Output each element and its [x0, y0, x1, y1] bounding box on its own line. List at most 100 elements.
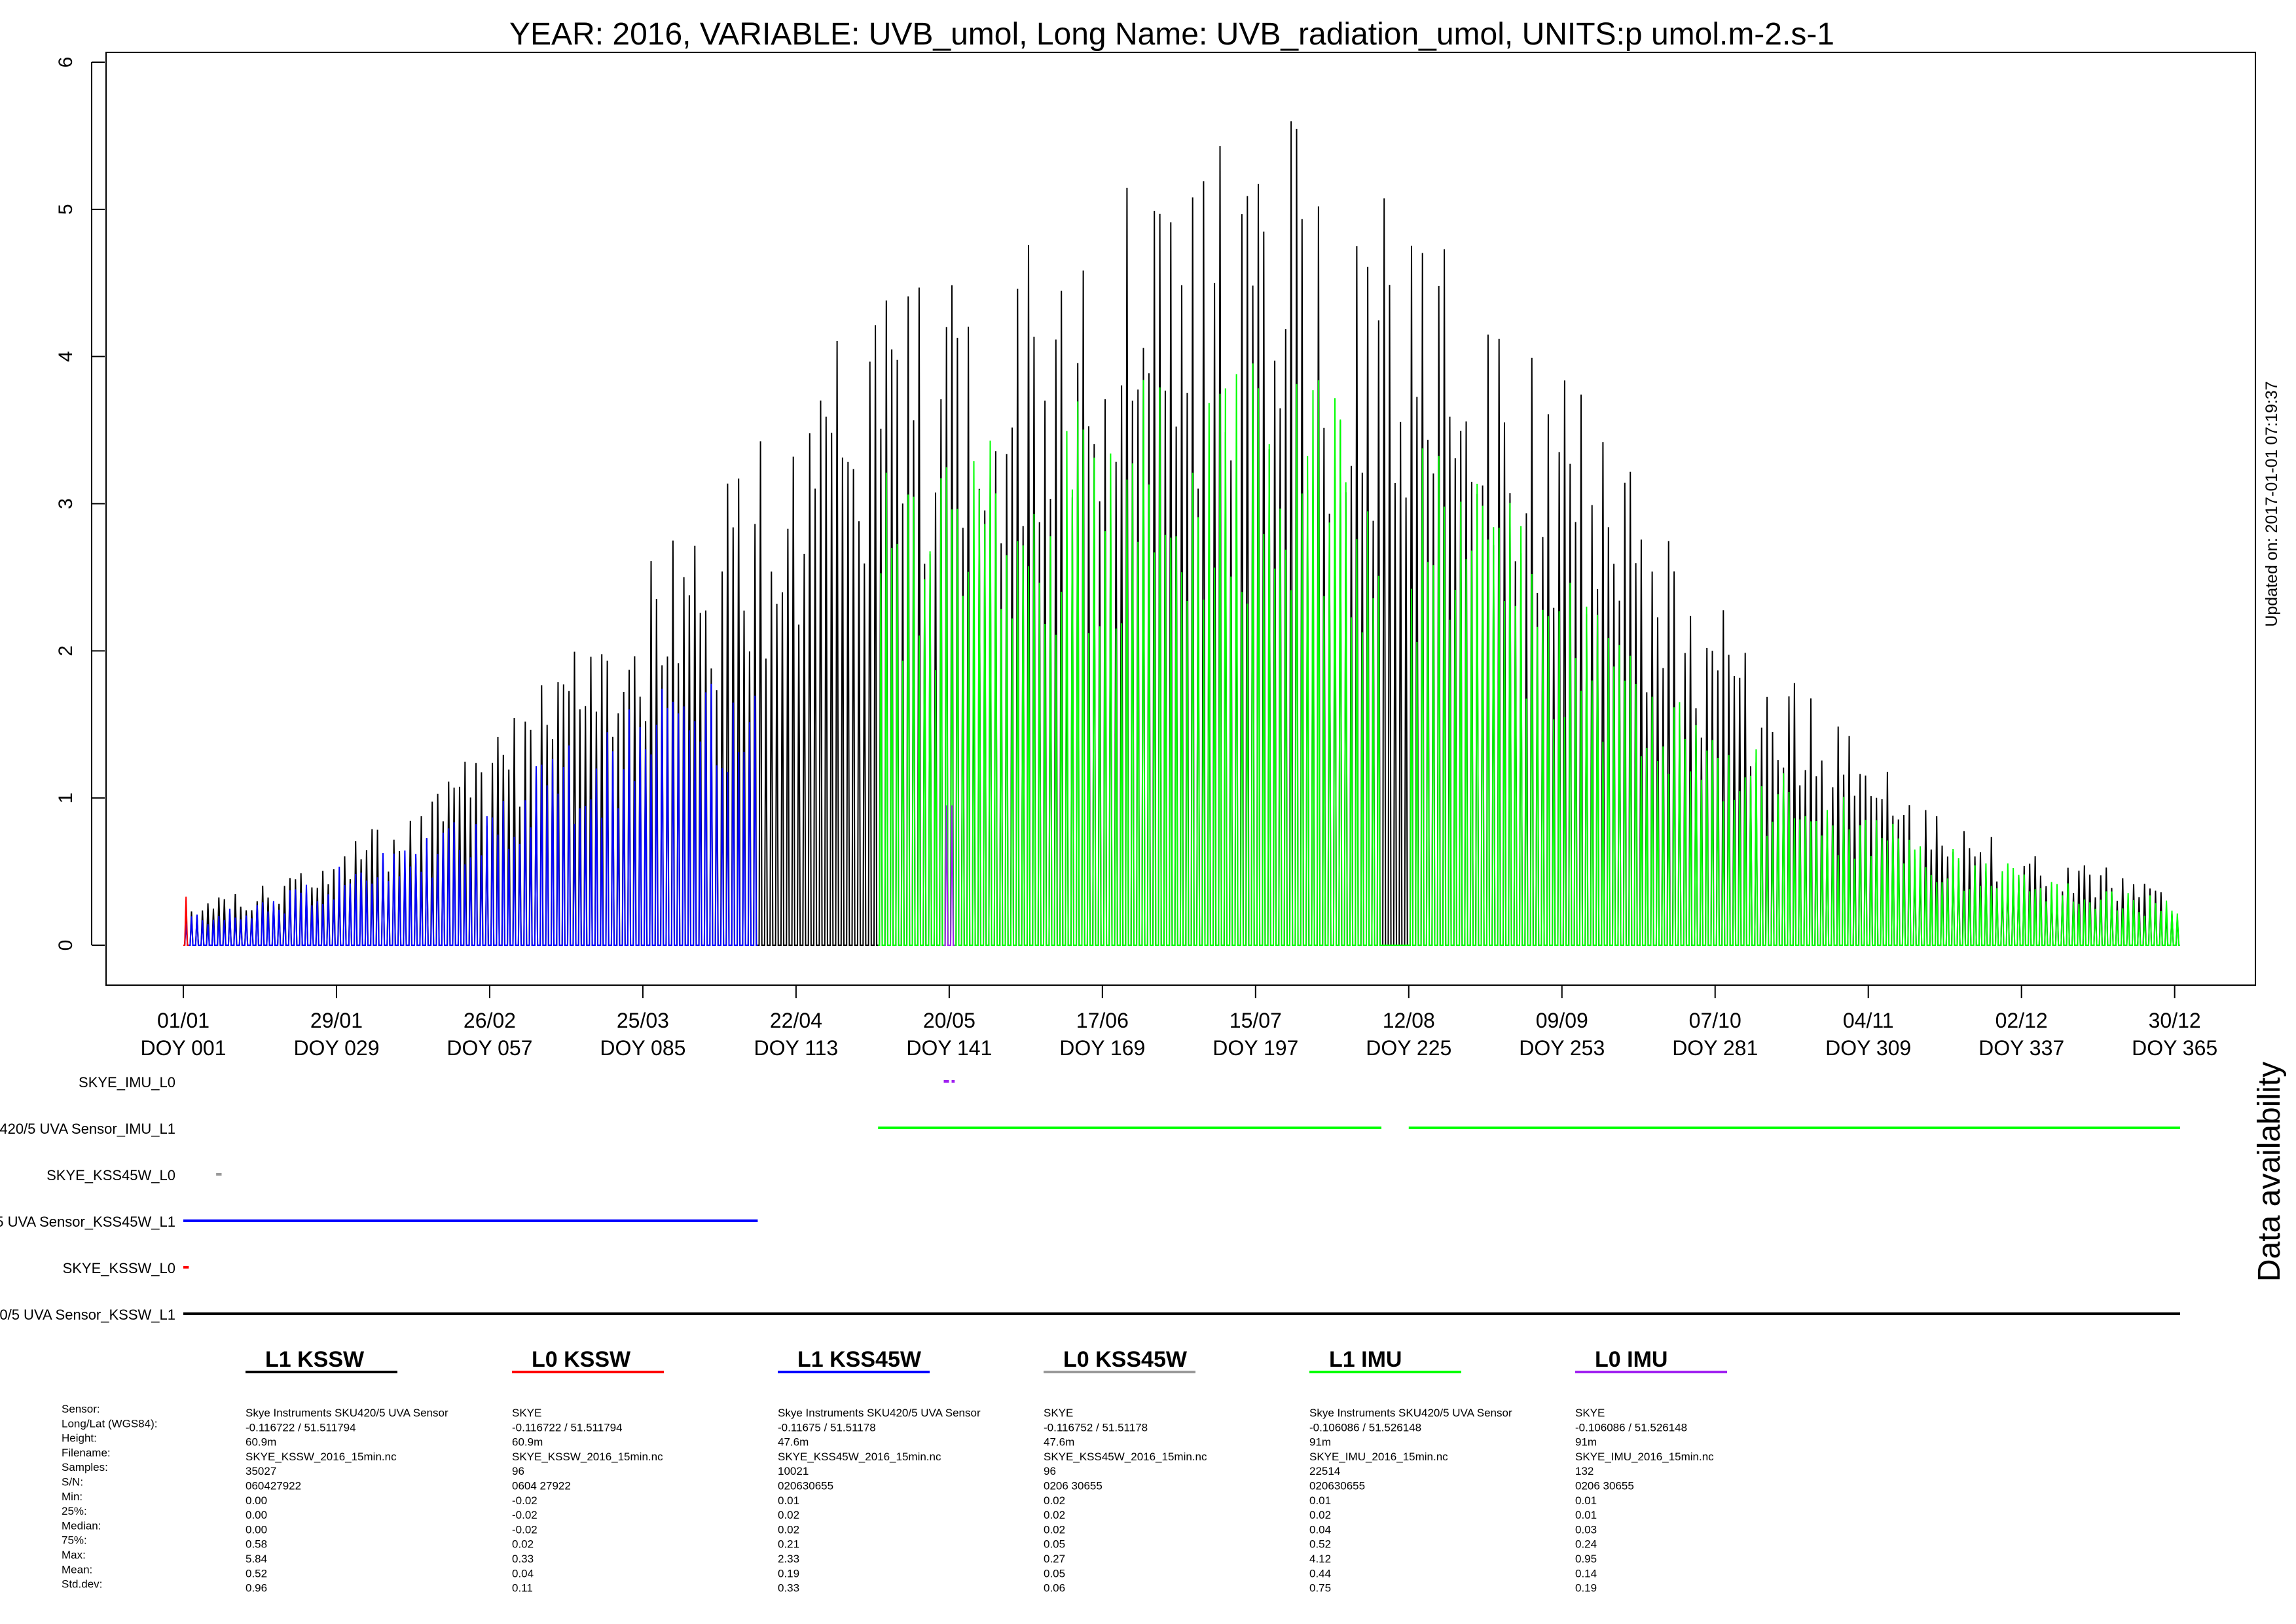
- x-tick-date: 22/04: [770, 1009, 822, 1032]
- stats-value: 020630655: [1309, 1480, 1365, 1492]
- stats-value: 35027: [246, 1465, 276, 1477]
- stats-row-label: Min:: [62, 1490, 82, 1503]
- stats-row-label: Max:: [62, 1549, 86, 1561]
- stats-value: 0.96: [246, 1582, 267, 1595]
- x-tick-date: 30/12: [2149, 1009, 2201, 1032]
- stats-value: Skye Instruments SKU420/5 UVA Sensor: [778, 1407, 981, 1419]
- stats-value: 10021: [778, 1465, 809, 1477]
- y-tick-label: 6: [55, 57, 77, 68]
- stats-table: Sensor: Long/Lat (WGS84): Height: Filename:…: [62, 1347, 1727, 1595]
- stats-value: 0.19: [778, 1567, 799, 1579]
- stats-row-label: Mean:: [62, 1563, 92, 1576]
- stats-value: 0.58: [246, 1538, 267, 1551]
- stats-row-label: Filename:: [62, 1447, 111, 1459]
- stats-value: -0.106086 / 51.526148: [1575, 1421, 1687, 1434]
- availability-row-label: SKYE_KSS45W_L0: [46, 1167, 175, 1183]
- stats-row-label: Std.dev:: [62, 1578, 102, 1591]
- stats-value: 4.12: [1309, 1553, 1331, 1565]
- stats-value: -0.02: [512, 1509, 538, 1521]
- stats-value: 0206 30655: [1575, 1480, 1634, 1492]
- stats-value: 0206 30655: [1044, 1480, 1102, 1492]
- stats-value: 60.9m: [246, 1436, 276, 1449]
- stats-value: 47.6m: [778, 1436, 809, 1449]
- x-tick-doy: DOY 141: [906, 1036, 992, 1060]
- updated-label: Updated on: 2017-01-01 07:19:37: [2263, 381, 2281, 626]
- data-traces: [183, 121, 2180, 946]
- y-tick-label: 4: [55, 351, 77, 362]
- stats-row-label: Samples:: [62, 1461, 108, 1473]
- stats-row-label: 25%:: [62, 1505, 87, 1517]
- stats-value: SKYE_IMU_2016_15min.nc: [1309, 1451, 1448, 1463]
- availability-row-label: SKYE_IMU_L0: [79, 1074, 175, 1091]
- x-tick-date: 04/11: [1843, 1009, 1894, 1032]
- series-l1-kss45w: [183, 683, 758, 946]
- stats-value: 0.44: [1309, 1567, 1331, 1579]
- stats-value: SKYE: [1575, 1407, 1605, 1419]
- x-tick-doy: DOY 001: [140, 1036, 226, 1060]
- series-l0-imu: [943, 805, 955, 946]
- stats-value: SKYE_KSS45W_2016_15min.nc: [1044, 1451, 1207, 1463]
- stats-value: -0.02: [512, 1494, 538, 1507]
- x-tick-date: 17/06: [1076, 1009, 1129, 1032]
- x-tick-doy: DOY 113: [754, 1036, 839, 1060]
- stats-value: 0.00: [246, 1509, 267, 1521]
- x-tick-date: 02/12: [1995, 1009, 2048, 1032]
- stats-value: 0.02: [1044, 1509, 1065, 1521]
- stats-value: SKYE_IMU_2016_15min.nc: [1575, 1451, 1714, 1463]
- x-tick-date: 07/10: [1689, 1009, 1741, 1032]
- x-tick-doy: DOY 337: [1978, 1036, 2064, 1060]
- stats-value: 91m: [1575, 1436, 1597, 1449]
- y-axis: 0 1 2 3 4 5 6: [55, 57, 105, 951]
- stats-value: -0.11675 / 51.51178: [778, 1421, 876, 1434]
- stats-value: 0.11: [512, 1582, 533, 1595]
- stats-column-title: L0 IMU: [1595, 1347, 1667, 1372]
- stats-value: 0.03: [1575, 1523, 1597, 1536]
- stats-value: 0.52: [1309, 1538, 1331, 1551]
- stats-value: 020630655: [778, 1480, 833, 1492]
- x-tick-date: 01/01: [157, 1009, 210, 1032]
- stats-row-label: Sensor:: [62, 1403, 100, 1415]
- stats-value: 0.01: [1575, 1494, 1597, 1507]
- x-tick-doy: DOY 057: [446, 1036, 532, 1060]
- series-l1-kssw: [183, 121, 2180, 946]
- stats-value: 0.19: [1575, 1582, 1597, 1595]
- stats-value: 0.95: [1575, 1553, 1597, 1565]
- stats-value: SKYE_KSSW_2016_15min.nc: [512, 1451, 663, 1463]
- stats-value: 0.75: [1309, 1582, 1331, 1595]
- stats-value: 0.01: [778, 1494, 799, 1507]
- stats-value: SKYE: [512, 1407, 541, 1419]
- stats-column-title: L0 KSSW: [532, 1347, 631, 1372]
- y-tick-label: 0: [55, 940, 77, 951]
- y-tick-label: 1: [55, 793, 77, 804]
- stats-row-label: Median:: [62, 1519, 101, 1532]
- stats-column-title: L1 KSS45W: [797, 1347, 922, 1372]
- x-tick-doy: DOY 197: [1212, 1036, 1298, 1060]
- stats-value: 0.01: [1575, 1509, 1597, 1521]
- stats-value: 0.24: [1575, 1538, 1597, 1551]
- stats-value: 0.04: [512, 1567, 534, 1579]
- x-tick-doy: DOY 029: [293, 1036, 379, 1060]
- stats-row-label: S/N:: [62, 1476, 83, 1489]
- x-tick-date: 12/08: [1383, 1009, 1435, 1032]
- availability-panel: SKYE_IMU_L0 SKYE SKU420/5 UVA Sensor_IMU_…: [0, 1074, 2180, 1323]
- stats-value: 0604 27922: [512, 1480, 571, 1492]
- stats-column-title: L0 KSS45W: [1063, 1347, 1188, 1372]
- stats-value: 0.02: [778, 1509, 799, 1521]
- x-tick-date: 26/02: [464, 1009, 516, 1032]
- x-tick-date: 29/01: [310, 1009, 363, 1032]
- stats-value: 0.27: [1044, 1553, 1065, 1565]
- stats-value: 0.14: [1575, 1567, 1597, 1579]
- stats-value: 0.33: [512, 1553, 534, 1565]
- chart-title: YEAR: 2016, VARIABLE: UVB_umol, Long Nam…: [509, 17, 1834, 52]
- stats-value: Skye Instruments SKU420/5 UVA Sensor: [1309, 1407, 1512, 1419]
- stats-column-title: L1 IMU: [1329, 1347, 1402, 1372]
- stats-value: -0.116722 / 51.511794: [512, 1421, 623, 1434]
- x-tick-doy: DOY 365: [2132, 1036, 2217, 1060]
- y-tick-label: 5: [55, 204, 77, 215]
- availability-row-label: SKYE SKU420/5 UVA Sensor_KSS45W_L1: [0, 1214, 175, 1230]
- stats-value: 0.05: [1044, 1538, 1065, 1551]
- y-tick-label: 3: [55, 498, 77, 509]
- stats-value: 0.00: [246, 1494, 267, 1507]
- stats-value: 47.6m: [1044, 1436, 1074, 1449]
